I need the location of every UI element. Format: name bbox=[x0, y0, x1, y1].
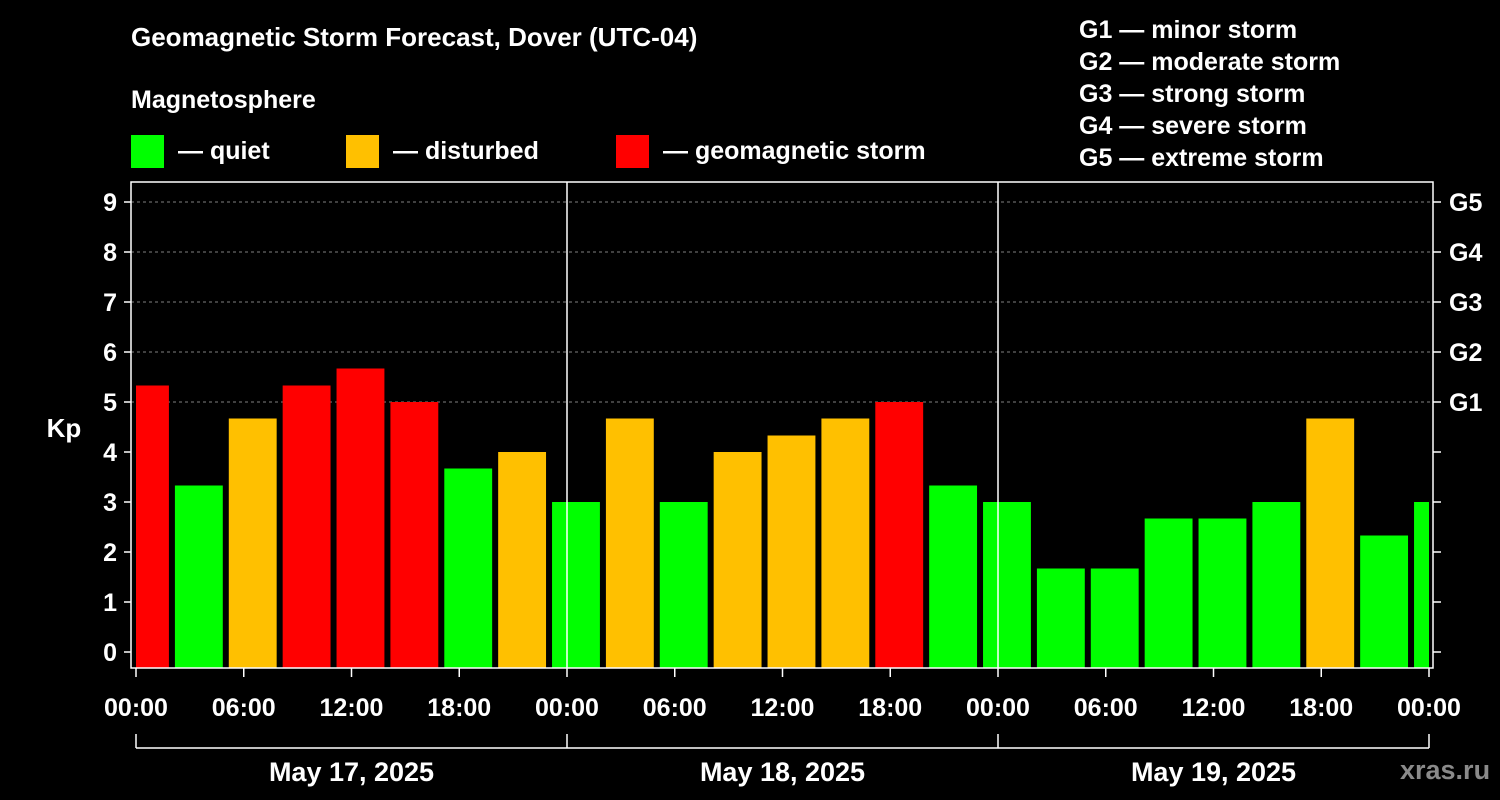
g-level-label: G3 bbox=[1449, 289, 1482, 317]
kp-bar bbox=[552, 502, 600, 668]
x-tick-label: 00:00 bbox=[966, 694, 1030, 722]
kp-bar bbox=[174, 485, 223, 668]
legend-item-storm: — geomagnetic storm bbox=[616, 134, 926, 168]
kp-bar bbox=[228, 418, 277, 668]
x-tick-label: 12:00 bbox=[320, 694, 384, 722]
y-tick-label: 2 bbox=[103, 539, 117, 567]
legend-swatch-quiet bbox=[131, 134, 164, 168]
x-tick-label: 18:00 bbox=[1289, 694, 1353, 722]
x-tick-label: 12:00 bbox=[751, 694, 815, 722]
legend-label-storm: — geomagnetic storm bbox=[663, 136, 926, 165]
legend-label-quiet: — quiet bbox=[178, 136, 270, 165]
kp-bar bbox=[498, 452, 547, 668]
x-tick-label: 06:00 bbox=[1074, 694, 1138, 722]
legend-swatch-storm bbox=[616, 134, 649, 168]
g-scale-item: G1 — minor storm bbox=[1079, 16, 1298, 44]
y-tick-label: 8 bbox=[103, 239, 117, 267]
kp-bar bbox=[1090, 568, 1139, 668]
kp-bar bbox=[659, 502, 708, 668]
kp-bar bbox=[136, 385, 169, 668]
x-tick-label: 18:00 bbox=[427, 694, 491, 722]
x-tick-label: 00:00 bbox=[1397, 694, 1461, 722]
legend-item-quiet: — quiet bbox=[131, 134, 270, 168]
g-level-label: G2 bbox=[1449, 339, 1482, 367]
kp-bar bbox=[875, 402, 924, 668]
y-tick-label: 4 bbox=[103, 439, 117, 467]
legend-swatch-disturbed bbox=[346, 134, 379, 168]
y-tick-label: 3 bbox=[103, 489, 117, 517]
g-scale-item: G5 — extreme storm bbox=[1079, 144, 1324, 172]
y-tick-label: 5 bbox=[103, 389, 117, 417]
y-axis-label: Kp bbox=[47, 413, 82, 443]
day-label: May 19, 2025 bbox=[1131, 757, 1296, 787]
y-tick-label: 7 bbox=[103, 289, 117, 317]
kp-bar bbox=[1306, 418, 1355, 668]
x-tick-label: 06:00 bbox=[643, 694, 707, 722]
g-scale-item: G3 — strong storm bbox=[1079, 80, 1306, 108]
x-tick-label: 12:00 bbox=[1182, 694, 1246, 722]
x-tick-label: 06:00 bbox=[212, 694, 276, 722]
kp-bar bbox=[983, 502, 1031, 668]
kp-bar bbox=[282, 385, 331, 668]
kp-bar bbox=[821, 418, 870, 668]
kp-bar bbox=[713, 452, 762, 668]
day-label: May 17, 2025 bbox=[269, 757, 434, 787]
x-tick-label: 00:00 bbox=[535, 694, 599, 722]
y-tick-label: 1 bbox=[103, 589, 117, 617]
g-scale-item: G4 — severe storm bbox=[1079, 112, 1307, 140]
kp-bar bbox=[1360, 535, 1409, 668]
kp-bar bbox=[1144, 518, 1193, 668]
kp-bar bbox=[444, 468, 493, 668]
y-tick-label: 6 bbox=[103, 339, 117, 367]
kp-bar bbox=[1414, 502, 1429, 668]
y-tick-label: 9 bbox=[103, 189, 117, 217]
g-level-label: G4 bbox=[1449, 239, 1482, 267]
x-tick-label: 00:00 bbox=[104, 694, 168, 722]
kp-bar bbox=[1252, 502, 1301, 668]
kp-bar bbox=[390, 402, 439, 668]
kp-bar bbox=[336, 368, 385, 668]
x-tick-label: 18:00 bbox=[858, 694, 922, 722]
g-level-label: G1 bbox=[1449, 389, 1482, 417]
day-label: May 18, 2025 bbox=[700, 757, 865, 787]
kp-bar bbox=[1036, 568, 1085, 668]
legend-item-disturbed: — disturbed bbox=[346, 134, 539, 168]
legend-title: Magnetosphere bbox=[131, 86, 316, 114]
g-level-label: G5 bbox=[1449, 189, 1482, 217]
kp-bar bbox=[1198, 518, 1247, 668]
g-scale-item: G2 — moderate storm bbox=[1079, 48, 1341, 76]
chart-title: Geomagnetic Storm Forecast, Dover (UTC-0… bbox=[131, 22, 698, 52]
kp-bar bbox=[929, 485, 978, 668]
g-scale-legend: G1 — minor storm G2 — moderate storm G3 … bbox=[1079, 14, 1340, 174]
kp-bar bbox=[605, 418, 654, 668]
brand-watermark: xras.ru bbox=[1400, 755, 1491, 785]
y-tick-label: 0 bbox=[103, 639, 117, 667]
kp-bar bbox=[767, 435, 816, 668]
legend-label-disturbed: — disturbed bbox=[393, 136, 539, 165]
